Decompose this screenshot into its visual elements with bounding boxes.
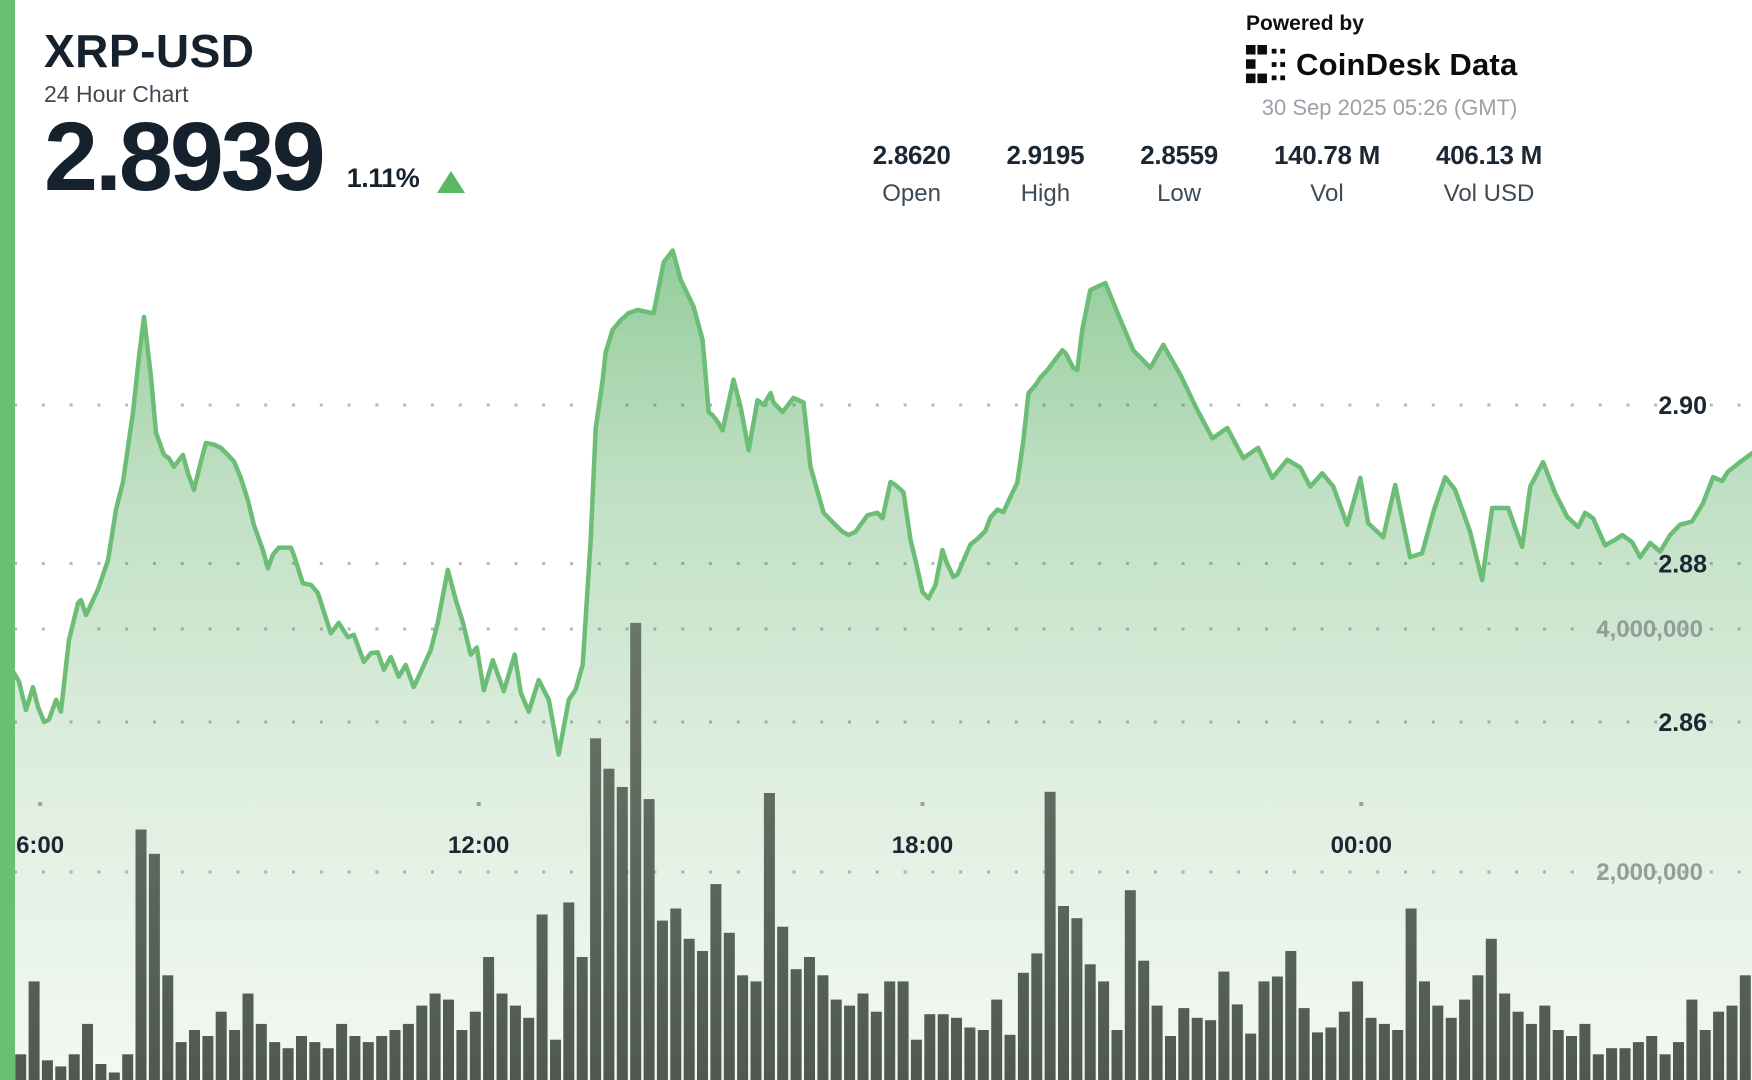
coindesk-logo-icon xyxy=(1246,45,1286,85)
stat-low: 2.8559 Low xyxy=(1140,140,1218,208)
stat-value: 2.9195 xyxy=(1006,140,1085,170)
time-tick-dot xyxy=(476,802,481,806)
volume-axis-label: 4,000,000 xyxy=(1596,616,1703,643)
time-axis-label: 18:00 xyxy=(892,832,953,859)
chart-subtitle: 24 Hour Chart xyxy=(44,81,189,107)
symbol-title: XRP-USD xyxy=(44,25,255,77)
time-tick-dot xyxy=(920,802,925,806)
time-axis-label: 12:00 xyxy=(448,832,509,859)
stat-label: High xyxy=(1020,180,1071,207)
stat-value: 2.8620 xyxy=(872,140,951,170)
left-accent-bar xyxy=(0,0,15,1080)
stat-volume-usd: 406.13 M Vol USD xyxy=(1436,140,1542,208)
stat-volume: 140.78 M Vol xyxy=(1274,140,1380,208)
stat-value: 406.13 M xyxy=(1435,140,1542,170)
powered-by-label: Powered by xyxy=(1246,12,1364,35)
axis-labels: 2.90 2.88 2.86 4,000,000 2,000,000 6:00 12:00 1… xyxy=(16,392,1707,886)
stat-label: Vol USD xyxy=(1443,180,1535,207)
up-arrow-icon xyxy=(437,171,466,194)
stat-value: 140.78 M xyxy=(1273,140,1380,170)
volume-axis-label: 2,000,000 xyxy=(1596,859,1703,886)
stat-label: Low xyxy=(1157,180,1202,207)
price-axis-label: 2.90 xyxy=(1658,392,1707,420)
brand-name: CoinDesk Data xyxy=(1296,47,1518,82)
price-axis-label: 2.88 xyxy=(1658,551,1707,579)
stat-value: 2.8559 xyxy=(1140,140,1218,170)
branding-block: Powered by CoinDesk Data 30 Sep 2025 05:… xyxy=(1246,12,1517,121)
price-axis-label: 2.86 xyxy=(1658,709,1707,737)
stat-high: 2.9195 High xyxy=(1007,140,1085,208)
volume-bars xyxy=(15,622,1751,1080)
price-line xyxy=(11,248,1752,757)
last-price: 2.8939 xyxy=(44,102,326,211)
price-change-percent: 1.11% xyxy=(346,163,420,194)
time-axis-label: 00:00 xyxy=(1331,832,1392,859)
ohlc-stats-row: 2.8620 Open 2.9195 High 2.8559 Low 140.7… xyxy=(873,140,1543,208)
time-tick-dot xyxy=(38,802,43,806)
instrument-header: XRP-USD 24 Hour Chart 2.8939 1.11% xyxy=(44,25,466,211)
gridlines xyxy=(14,403,1752,874)
stat-open: 2.8620 Open xyxy=(873,140,951,208)
time-axis-label: 6:00 xyxy=(16,832,64,859)
stat-label: Vol xyxy=(1310,180,1344,207)
brand-row: CoinDesk Data xyxy=(1246,45,1517,85)
time-tick-dot xyxy=(1359,802,1364,806)
chart-timestamp: 30 Sep 2025 05:26 (GMT) xyxy=(1261,95,1518,120)
price-area-fill xyxy=(14,250,1752,1080)
stat-label: Open xyxy=(882,180,941,207)
price-row: 2.8939 1.11% xyxy=(44,102,466,211)
